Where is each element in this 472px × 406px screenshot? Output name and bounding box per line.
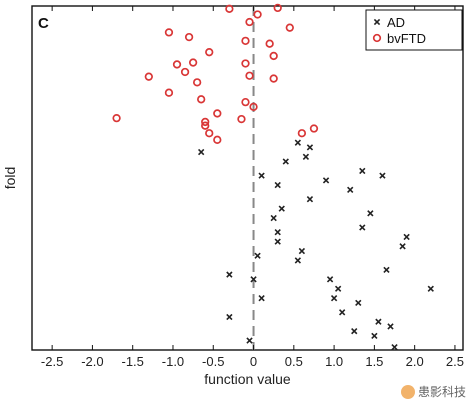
x-tick-label: -1.5 [121, 354, 143, 369]
ad-point [359, 167, 366, 175]
bvftd-point [201, 121, 210, 130]
legend-label: bvFTD [387, 31, 426, 46]
ad-point [379, 172, 386, 179]
bvftd-point [237, 114, 246, 124]
bvftd-point [265, 39, 274, 48]
ad-point [383, 266, 390, 274]
ad-point [274, 229, 281, 236]
ad-point [367, 210, 374, 217]
bvftd-point [245, 17, 254, 27]
ad-point [226, 313, 233, 321]
ad-point [306, 144, 314, 151]
bvftd-point [144, 72, 153, 81]
x-tick-label: 0 [250, 354, 257, 369]
bvftd-point [269, 51, 278, 61]
ad-point [258, 172, 265, 179]
ad-point [351, 327, 358, 335]
bvftd-point [213, 135, 222, 144]
bvftd-point [164, 28, 174, 37]
ad-point [298, 247, 306, 255]
y-axis-label: fold [2, 167, 18, 190]
x-tick-label: 2.0 [406, 354, 424, 369]
ad-point [371, 332, 378, 340]
ad-point [274, 238, 281, 245]
ad-point [274, 181, 281, 189]
ad-point [338, 309, 346, 316]
watermark-text: 患影科技 [417, 385, 466, 399]
ad-point [326, 276, 334, 283]
ad-point [334, 285, 342, 292]
x-tick-label: -2.0 [81, 354, 103, 369]
bvftd-point [164, 88, 174, 97]
bvftd-point [241, 97, 250, 107]
bvftd-point [205, 129, 214, 138]
ad-point [391, 344, 398, 351]
ad-point [330, 294, 338, 302]
bvftd-point [184, 32, 194, 42]
ad-point [294, 257, 302, 264]
x-tick-label: -1.0 [162, 354, 184, 369]
bvftd-point [205, 48, 214, 57]
bvftd-point [241, 59, 250, 68]
bvftd-point [309, 124, 319, 133]
x-tick-label: -2.5 [41, 354, 63, 369]
x-tick-label: 2.5 [446, 354, 464, 369]
ad-point [270, 214, 277, 222]
x-tick-label: 0.5 [285, 354, 303, 369]
legend-ad-marker [373, 18, 381, 26]
ad-point [403, 233, 410, 241]
bvftd-point [225, 4, 234, 13]
bvftd-point [241, 36, 250, 46]
bvftd-point [253, 10, 262, 19]
bvftd-point [213, 109, 222, 118]
ad-point [282, 158, 289, 165]
x-axis-label: function value [204, 371, 291, 387]
bvftd-point [172, 60, 182, 69]
x-tick-label: 1.0 [325, 354, 343, 369]
ad-point [226, 271, 233, 278]
watermark: 患影科技 [400, 383, 466, 400]
legend-bvftd-marker [372, 33, 382, 43]
ad-point [347, 186, 354, 193]
ad-point [355, 299, 362, 307]
ad-point [359, 224, 366, 231]
ad-point [254, 252, 261, 259]
bvftd-point [188, 58, 198, 67]
plot-area [31, 5, 464, 351]
legend-label: AD [387, 15, 405, 30]
bvftd-point [269, 74, 278, 83]
ad-point [258, 294, 265, 302]
ad-point [294, 139, 302, 146]
x-tick-label: -0.5 [202, 354, 224, 369]
ad-point [250, 276, 257, 283]
bvftd-point [245, 71, 254, 80]
bvftd-point [249, 102, 258, 111]
bvftd-point [297, 129, 307, 138]
ad-point [375, 318, 382, 325]
ad-point [387, 323, 394, 330]
bvftd-point [180, 67, 190, 77]
bvftd-point [192, 78, 202, 87]
panel-label: C [38, 15, 49, 32]
bvftd-point [273, 3, 282, 13]
bvftd-point [112, 114, 121, 123]
ad-point [427, 285, 434, 292]
ad-point [322, 177, 330, 184]
ad-point [198, 148, 205, 156]
bvftd-point [201, 117, 210, 127]
bvftd-point [197, 95, 206, 104]
ad-point [399, 243, 406, 250]
ad-point [306, 196, 314, 203]
x-tick-label: 1.5 [365, 354, 383, 369]
ad-point [278, 205, 285, 212]
legend-box [365, 9, 463, 51]
watermark-logo-icon [400, 384, 415, 399]
bvftd-point [285, 23, 294, 32]
ad-point [246, 337, 253, 344]
ad-point [302, 153, 310, 160]
